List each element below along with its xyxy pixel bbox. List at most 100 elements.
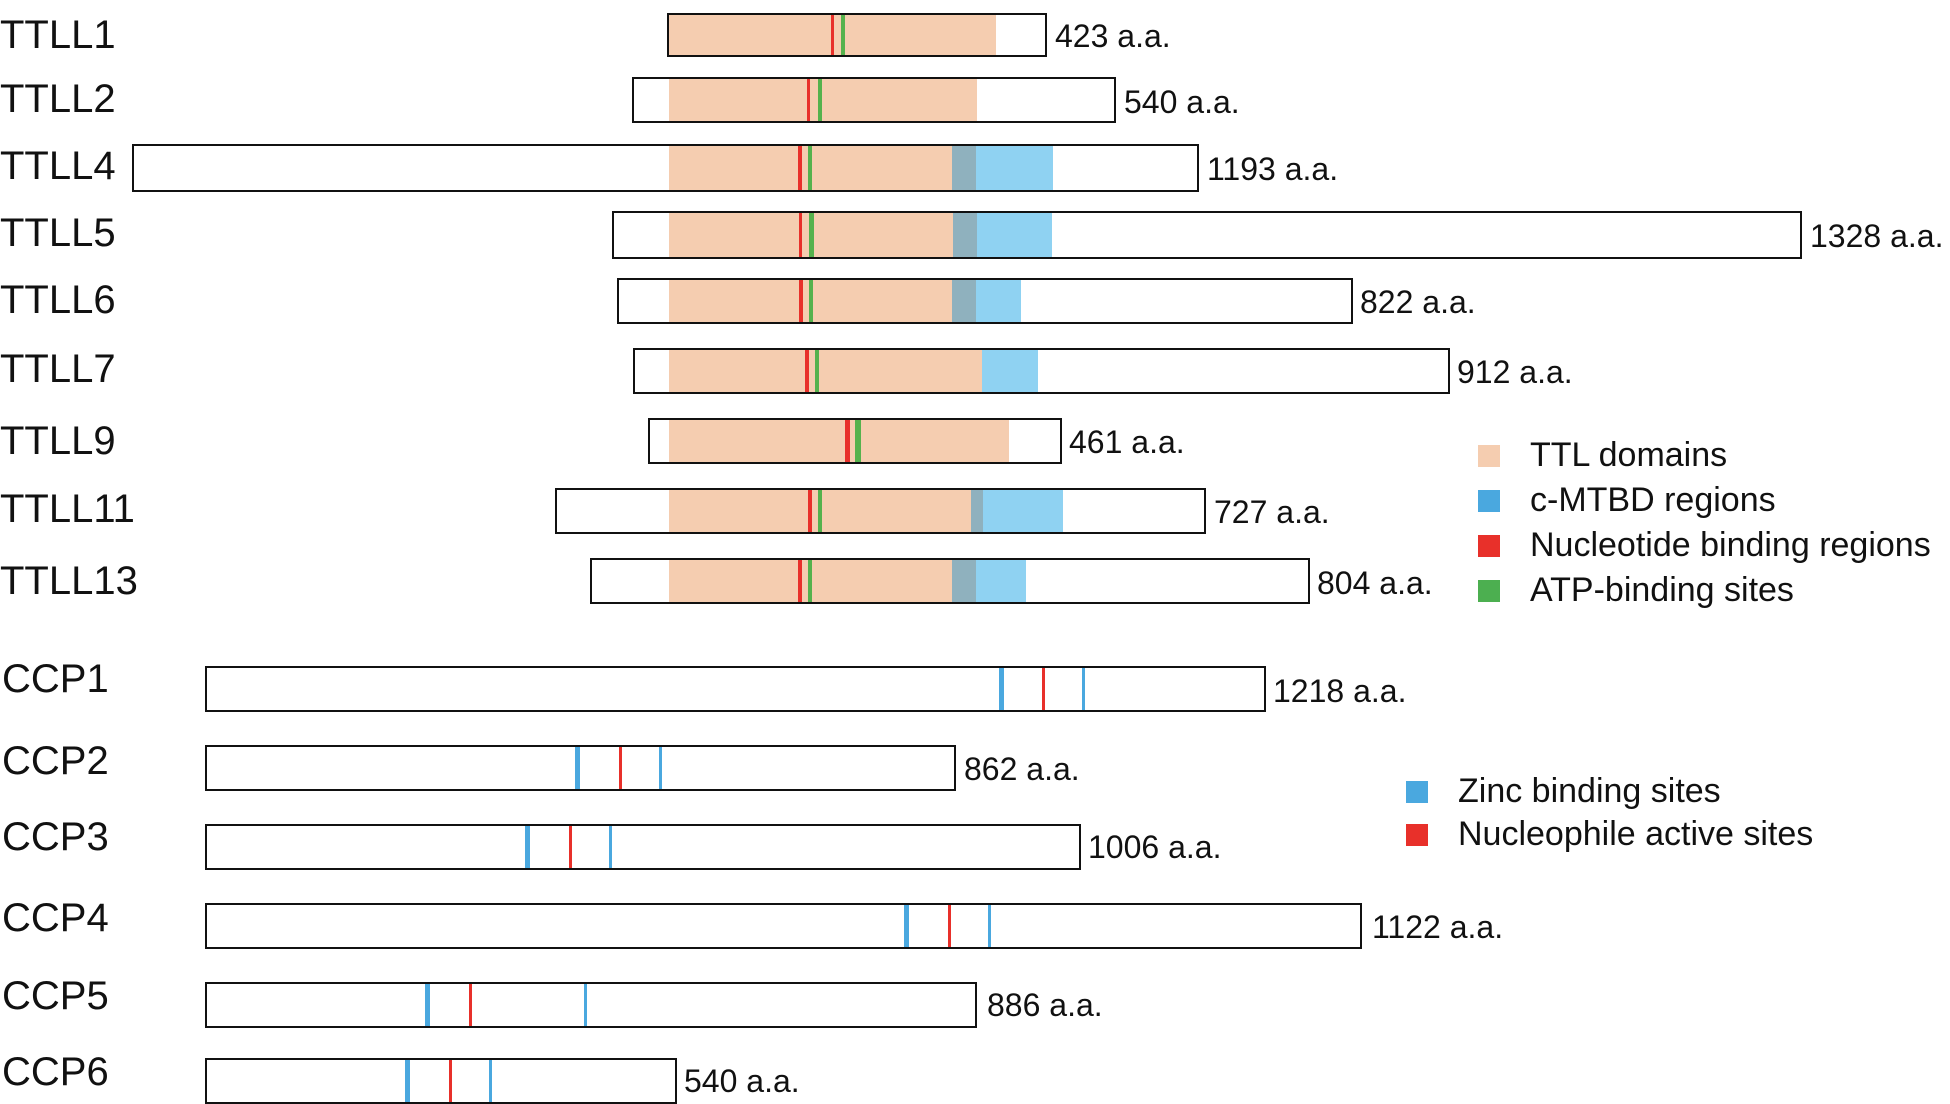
legend-c-mtbd: c-MTBD regions — [1478, 481, 1776, 520]
protein-name-ttll13: TTLL13 — [0, 559, 138, 603]
legend-label: ATP-binding sites — [1530, 571, 1794, 609]
legend-label: Zinc binding sites — [1458, 772, 1721, 810]
atp-binding-mark — [855, 420, 861, 462]
c-mtbd-region — [982, 350, 1038, 392]
protein-bar-ttll4 — [132, 144, 1199, 192]
zinc-binding-mark — [405, 1060, 410, 1102]
nucleophile-active-mark — [619, 747, 622, 789]
nucleotide-binding-mark — [799, 280, 803, 322]
nucleophile-active-mark — [569, 826, 572, 868]
zinc-binding-mark — [904, 905, 909, 947]
zinc-binding-mark — [988, 905, 991, 947]
zinc-binding-mark — [525, 826, 530, 868]
mtbd-overlap — [952, 560, 976, 602]
mtbd-overlap — [952, 280, 976, 322]
protein-name-ccp2: CCP2 — [2, 739, 109, 783]
c-mtbd-region — [976, 280, 1021, 322]
zinc-binding-mark — [489, 1060, 492, 1102]
protein-bar-ttll13 — [590, 558, 1310, 604]
zinc-binding-mark — [575, 747, 580, 789]
protein-name-ttll1: TTLL1 — [0, 13, 116, 57]
c-mtbd-region — [977, 213, 1052, 257]
atp-swatch-icon — [1478, 579, 1500, 602]
atp-binding-mark — [818, 79, 822, 121]
ttl-swatch-icon — [1478, 444, 1500, 467]
protein-bar-ccp4 — [205, 903, 1362, 949]
zinc-binding-mark — [999, 668, 1004, 710]
zinc-binding-mark — [1082, 668, 1085, 710]
protein-length-ttll13: 804 a.a. — [1317, 565, 1433, 601]
protein-name-ccp1: CCP1 — [2, 657, 109, 701]
protein-length-ccp4: 1122 a.a. — [1372, 909, 1504, 945]
nucleotide-binding-mark — [845, 420, 850, 462]
protein-bar-ttll11 — [555, 488, 1206, 534]
zinc-swatch-icon — [1406, 780, 1428, 803]
mtbd-overlap — [952, 146, 976, 190]
nucleophile-active-mark — [469, 984, 472, 1026]
protein-length-ccp5: 886 a.a. — [987, 987, 1103, 1023]
c-mtbd-region — [976, 560, 1026, 602]
protein-bar-ccp5 — [205, 982, 977, 1028]
legend-ttl-domains: TTL domains — [1478, 436, 1727, 475]
protein-bar-ttll9 — [648, 418, 1062, 464]
ttl-domain — [669, 79, 977, 121]
protein-name-ccp4: CCP4 — [2, 896, 109, 940]
nucleotide-swatch-icon — [1478, 534, 1500, 557]
nucleotide-binding-mark — [805, 350, 809, 392]
protein-name-ttll11: TTLL11 — [0, 487, 135, 531]
protein-bar-ccp3 — [205, 824, 1081, 870]
atp-binding-mark — [809, 280, 813, 322]
protein-bar-ccp1 — [205, 666, 1266, 712]
mtbd-swatch-icon — [1478, 489, 1500, 512]
protein-length-ccp6: 540 a.a. — [684, 1063, 800, 1099]
nucleophile-active-mark — [1042, 668, 1045, 710]
protein-length-ttll7: 912 a.a. — [1457, 354, 1573, 390]
protein-name-ttll5: TTLL5 — [0, 211, 116, 255]
atp-binding-mark — [841, 15, 845, 55]
protein-name-ttll7: TTLL7 — [0, 347, 116, 391]
ttl-domain — [669, 350, 982, 392]
protein-length-ttll5: 1328 a.a. — [1810, 218, 1944, 254]
protein-length-ttll11: 727 a.a. — [1214, 494, 1330, 530]
zinc-binding-mark — [609, 826, 612, 868]
protein-bar-ttll6 — [617, 278, 1353, 324]
protein-length-ttll2: 540 a.a. — [1124, 84, 1240, 120]
c-mtbd-region — [976, 146, 1053, 190]
atp-binding-mark — [808, 146, 812, 190]
nucleotide-binding-mark — [798, 146, 802, 190]
atp-binding-mark — [808, 560, 812, 602]
ttl-domain — [669, 420, 1009, 462]
mtbd-overlap — [971, 490, 983, 532]
legend-label: Nucleophile active sites — [1458, 815, 1814, 853]
protein-name-ccp3: CCP3 — [2, 815, 109, 859]
protein-name-ttll2: TTLL2 — [0, 77, 116, 121]
nucleotide-binding-mark — [808, 490, 812, 532]
mtbd-overlap — [953, 213, 977, 257]
protein-bar-ttll1 — [667, 13, 1047, 57]
nucleotide-binding-mark — [799, 213, 802, 257]
legend-label: Nucleotide binding regions — [1530, 526, 1931, 564]
protein-bar-ccp2 — [205, 745, 956, 791]
atp-binding-mark — [815, 350, 819, 392]
legend-label: TTL domains — [1530, 436, 1728, 474]
protein-bar-ttll2 — [632, 77, 1116, 123]
protein-bar-ccp6 — [205, 1058, 677, 1104]
c-mtbd-region — [983, 490, 1063, 532]
atp-binding-mark — [809, 213, 814, 257]
protein-bar-ttll5 — [612, 211, 1802, 259]
zinc-binding-mark — [425, 984, 430, 1026]
legend-nucleotide-binding: Nucleotide binding regions — [1478, 526, 1931, 565]
nucleotide-binding-mark — [807, 79, 810, 121]
zinc-binding-mark — [584, 984, 587, 1026]
nucleotide-binding-mark — [831, 15, 834, 55]
zinc-binding-mark — [659, 747, 662, 789]
protein-name-ttll6: TTLL6 — [0, 278, 116, 322]
protein-name-ccp5: CCP5 — [2, 974, 109, 1018]
protein-length-ttll1: 423 a.a. — [1055, 18, 1171, 54]
protein-length-ccp3: 1006 a.a. — [1088, 829, 1222, 865]
legend-atp-binding: ATP-binding sites — [1478, 571, 1794, 610]
protein-length-ccp2: 862 a.a. — [964, 751, 1080, 787]
legend-nucleophile-active: Nucleophile active sites — [1406, 815, 1813, 854]
nucleophile-active-mark — [948, 905, 951, 947]
